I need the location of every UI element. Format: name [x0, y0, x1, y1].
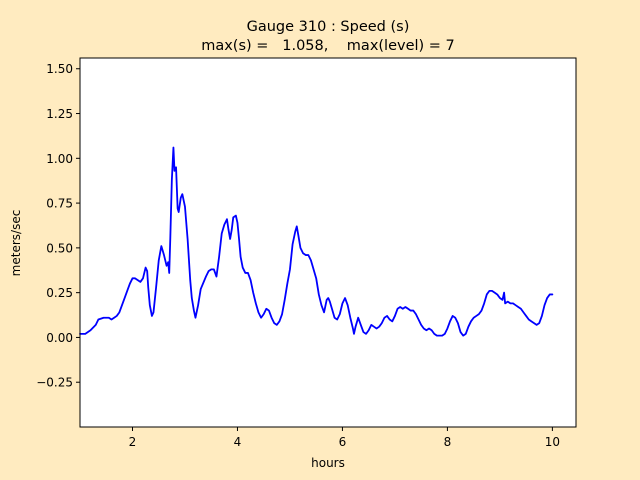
- y-tick-label: 0.25: [46, 286, 73, 300]
- y-tick-label: 1.25: [46, 107, 73, 121]
- chart-subtitle: max(s) = 1.058, max(level) = 7: [201, 38, 455, 54]
- x-tick-label: 2: [129, 435, 137, 449]
- x-tick-label: 8: [444, 435, 452, 449]
- axis-ticks: 2 4 6 8 10 −0.25 0.00 0.25 0.50 0.75 1.00 1.25 1.50: [36, 62, 560, 449]
- plot-area: [80, 58, 576, 427]
- y-tick-label: 0.75: [46, 197, 73, 211]
- x-tick-label: 6: [339, 435, 347, 449]
- y-tick-label: 1.00: [46, 152, 73, 166]
- y-tick-label: 0.00: [46, 331, 73, 345]
- x-tick-label: 10: [545, 435, 560, 449]
- x-tick-label: 4: [234, 435, 242, 449]
- plot-frame: [79, 57, 577, 428]
- y-tick-label: 1.50: [46, 62, 73, 76]
- y-axis-label: meters/sec: [9, 210, 23, 277]
- y-tick-label: −0.25: [36, 376, 73, 390]
- chart-title: Gauge 310 : Speed (s): [247, 19, 410, 35]
- x-axis-label: hours: [311, 456, 345, 470]
- series-group: [79, 146, 554, 337]
- speed-series-line: [79, 146, 554, 337]
- y-tick-label: 0.50: [46, 241, 73, 255]
